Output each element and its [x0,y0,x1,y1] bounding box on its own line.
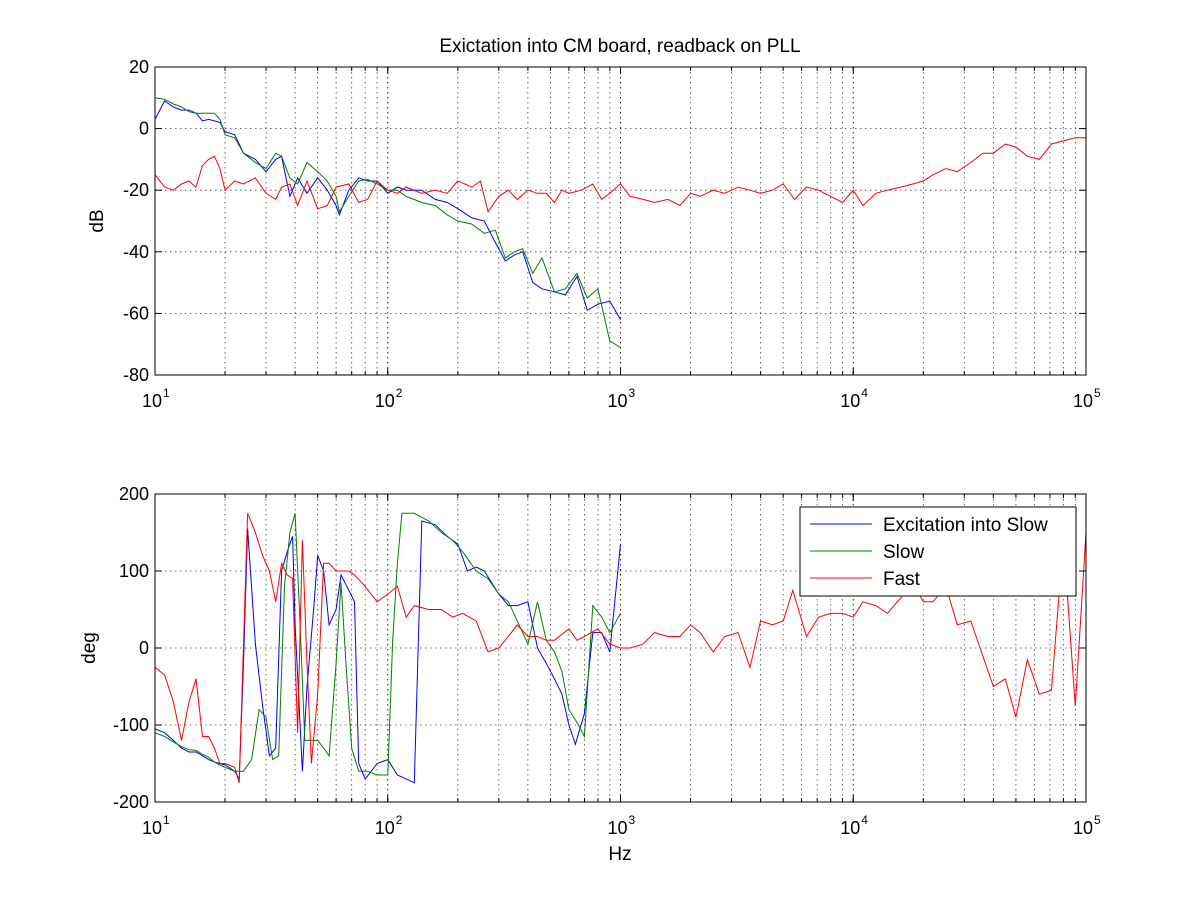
magnitude-y-tick-label: -20 [123,180,149,200]
phase-series [155,512,1086,784]
legend-label-excitation-into-slow: Excitation into Slow [883,515,1048,536]
magnitude-x-tick-label: 10 [142,391,162,411]
magnitude-x-tick-exponent: 2 [396,386,403,400]
magnitude-x-tick-labels: 10 1 10 2 10 3 10 4 10 5 [142,386,1101,411]
phase-ticks [155,493,1086,803]
phase-y-tick-label: -100 [113,715,149,735]
magnitude-y-axis-label: dB [87,209,108,232]
phase-y-tick-label: 100 [119,561,149,581]
magnitude-x-tick-label: 10 [840,391,860,411]
phase-series-fast [155,513,1086,783]
magnitude-grid [155,67,1086,375]
phase-y-tick-label: 200 [119,484,149,504]
magnitude-x-tick-exponent: 5 [1094,386,1101,400]
phase-x-tick-label: 10 [142,818,162,838]
phase-x-tick-exponent: 1 [163,813,170,827]
magnitude-x-tick-label: 10 [607,391,627,411]
phase-x-tick-exponent: 5 [1094,813,1101,827]
magnitude-y-tick-label: -60 [123,303,149,323]
magnitude-y-tick-label: -40 [123,242,149,262]
magnitude-series-slow [155,97,621,348]
magnitude-y-tick-label: 20 [129,57,149,77]
magnitude-y-tick-label: -80 [123,365,149,385]
phase-x-tick-exponent: 3 [629,813,636,827]
phase-x-tick-labels: 10 1 10 2 10 3 10 4 10 5 [142,813,1101,838]
phase-x-tick-label: 10 [607,818,627,838]
magnitude-series-slow_exc [155,100,621,320]
magnitude-x-tick-label: 10 [1073,391,1093,411]
magnitude-y-tick-labels: -80 -60 -40 -20 0 20 [123,57,149,385]
magnitude-ticks [155,66,1086,376]
phase-x-tick-label: 10 [375,818,395,838]
phase-y-tick-label: 0 [139,638,149,658]
legend-label-fast: Fast [883,569,921,590]
magnitude-series [155,97,1086,348]
phase-x-tick-label: 10 [1073,818,1093,838]
phase-y-axis-label: deg [79,632,100,664]
phase-x-tick-label: 10 [840,818,860,838]
phase-x-axis-label: Hz [608,844,631,865]
legend: Excitation into Slow Slow Fast [799,506,1077,597]
phase-y-tick-labels: -200 -100 0 100 200 [113,484,149,812]
phase-x-tick-exponent: 4 [861,813,868,827]
legend-label-slow: Slow [883,542,924,563]
phase-series-slow_exc [155,520,621,784]
phase-y-tick-label: -200 [113,792,149,812]
magnitude-x-tick-exponent: 1 [163,386,170,400]
magnitude-x-tick-label: 10 [375,391,395,411]
chart-title: Exictation into CM board, readback on PL… [439,36,800,57]
phase-x-tick-exponent: 2 [396,813,403,827]
legend-box [799,506,1077,597]
magnitude-x-tick-exponent: 3 [629,386,636,400]
magnitude-x-tick-exponent: 4 [861,386,868,400]
magnitude-series-fast [155,137,1086,213]
phase-series-slow [155,512,621,776]
magnitude-y-tick-label: 0 [139,119,149,139]
